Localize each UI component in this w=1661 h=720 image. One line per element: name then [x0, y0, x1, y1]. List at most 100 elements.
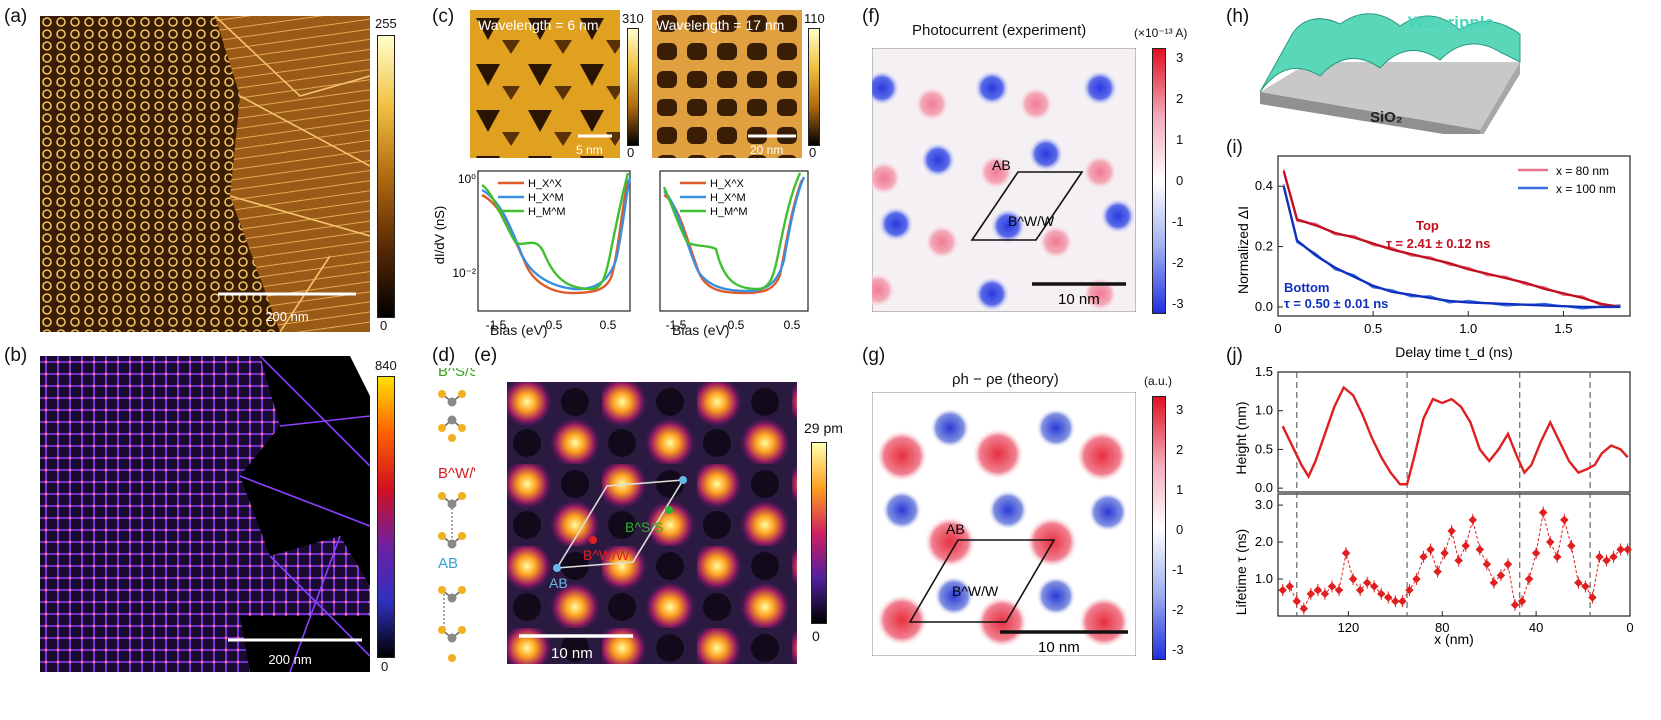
panel-label-i: (i) — [1226, 137, 1243, 158]
f-site-bww: B^W/W — [1008, 213, 1055, 229]
h-ripple-label: WS₂ ripple — [1408, 13, 1494, 32]
j-lifetime-point — [1588, 593, 1597, 602]
colorbar-c-right — [808, 28, 820, 146]
f-scale-label: 10 nm — [1058, 291, 1100, 308]
i-ytick: 0.0 — [1255, 299, 1273, 314]
g-tick: 2 — [1176, 442, 1184, 457]
j-xtick: 40 — [1529, 620, 1543, 635]
j-lifetime-point — [1602, 556, 1611, 565]
c-legend-r1: H_X^X — [710, 178, 745, 190]
j-lifetime-point — [1560, 515, 1569, 525]
i-ylabel: Normalized ΔI — [1235, 206, 1251, 294]
cbar-max-a: 255 — [375, 16, 397, 31]
j-ytick-lifetime: 3.0 — [1255, 497, 1273, 512]
i-xtick: 0.5 — [1364, 321, 1382, 336]
panel-label-e: (e) — [474, 345, 498, 366]
e-scale-label: 10 nm — [551, 645, 593, 662]
cbar-min-a: 0 — [380, 318, 388, 333]
c-xtick-2: -0.5 — [542, 318, 563, 332]
j-lifetime-point — [1461, 541, 1470, 551]
i-bottom-tau: τ = 0.50 ± 0.01 ns — [1284, 296, 1388, 311]
j-lifetime-point — [1524, 574, 1534, 584]
j-lifetime-point — [1419, 552, 1428, 562]
i-bottom-label: Bottom — [1284, 280, 1330, 295]
e-marker-bww: B^W/W — [583, 547, 630, 563]
j-lifetime-point — [1468, 515, 1478, 525]
j-lifetime-point — [1278, 585, 1287, 595]
j-lifetime-point — [1285, 582, 1294, 591]
colorbar-a — [377, 35, 395, 318]
j-xtick: 80 — [1435, 620, 1449, 635]
colorbar-g — [1152, 396, 1166, 660]
j-lifetime-point — [1405, 585, 1414, 595]
j-ytick-height: 1.5 — [1255, 364, 1273, 379]
panel-label-j: (j) — [1226, 345, 1243, 366]
c-right-title: Wavelength = 17 nm — [656, 17, 784, 33]
c-left-cmin: 0 — [627, 145, 635, 160]
g-tick: -2 — [1172, 602, 1184, 617]
f-unit: (×10⁻¹³ A) — [1134, 26, 1188, 40]
f-tick: -2 — [1172, 255, 1184, 270]
i-xtick: 0 — [1274, 321, 1281, 336]
d-label-bww: B^W/W — [438, 465, 475, 482]
colorbar-c-left — [627, 28, 639, 146]
ripple-schematic-h: WS₂ ripple SiO₂ — [1259, 13, 1521, 134]
network-image-b: 200 nm — [40, 356, 370, 672]
j-xtick: 120 — [1338, 620, 1360, 635]
photocurrent-map-f: AB B^W/W 10 nm — [872, 48, 1136, 312]
c-ytick-bottom: 10⁻² — [452, 266, 476, 280]
scale-label-b: 200 nm — [268, 652, 311, 667]
g-title: ρh − ρe (theory) — [952, 371, 1059, 388]
c-xlabel-left: Bias (eV) — [490, 322, 548, 338]
panel-label-b: (b) — [4, 345, 28, 366]
e-marker-ab: AB — [549, 575, 568, 591]
j-ylabel-bottom: Lifetime τ (ns) — [1233, 529, 1249, 615]
c-right-cmin: 0 — [809, 145, 817, 160]
j-lifetime-point — [1553, 552, 1562, 562]
c-left-scale: 5 nm — [576, 143, 603, 157]
g-site-bww: B^W/W — [952, 583, 999, 599]
cbar-min-b: 0 — [381, 659, 389, 674]
panel-label-h: (h) — [1226, 6, 1250, 27]
i-legend-2: x = 100 nm — [1556, 182, 1616, 196]
j-xlabel: x (nm) — [1434, 631, 1474, 647]
stm-image-a: 200 nm — [40, 16, 370, 332]
j-lifetime-point — [1362, 578, 1372, 587]
f-tick: 0 — [1176, 173, 1184, 188]
panel-label-c: (c) — [432, 6, 455, 27]
j-lifetime-point — [1412, 574, 1421, 584]
f-tick: 1 — [1176, 132, 1184, 147]
g-tick: -3 — [1172, 642, 1184, 657]
j-lifetime-point — [1567, 541, 1576, 551]
f-title: Photocurrent (experiment) — [912, 22, 1087, 39]
panel-label-f: (f) — [862, 6, 880, 27]
c-ylabel: dI/dV (nS) — [432, 206, 447, 265]
f-tick: 2 — [1176, 91, 1184, 106]
g-tick: 3 — [1176, 402, 1184, 417]
scale-label-a: 200 nm — [265, 309, 308, 324]
j-ytick-lifetime: 1.0 — [1255, 571, 1273, 586]
stm-image-c-right: Wavelength = 17 nm 20 nm — [652, 10, 802, 158]
j-lifetime-point — [1341, 548, 1351, 558]
g-tick: 1 — [1176, 482, 1184, 497]
j-lifetime-point — [1595, 552, 1604, 562]
strain-map-e: AB B^W/W B^S/S 10 nm — [507, 382, 797, 664]
g-tick: -1 — [1172, 562, 1184, 577]
j-lifetime-point — [1327, 582, 1337, 591]
f-tick: -3 — [1172, 296, 1184, 311]
c-ytick-top: 10⁰ — [458, 172, 476, 186]
j-ytick-height: 0.5 — [1255, 441, 1273, 456]
panel-label-d: (d) — [432, 345, 456, 366]
j-lifetime-point — [1545, 537, 1555, 547]
c-xtick-r2: -0.5 — [724, 318, 745, 332]
c-xtick-r1: -1.5 — [666, 318, 687, 332]
i-xtick: 1.0 — [1459, 321, 1477, 336]
j-ytick-height: 1.0 — [1255, 403, 1273, 418]
c-xtick-1: -1.5 — [486, 318, 507, 332]
colorbar-f — [1152, 48, 1166, 314]
j-lifetime-point — [1581, 582, 1590, 591]
j-lifetime-point — [1306, 589, 1316, 599]
g-site-ab: AB — [946, 521, 965, 537]
e-marker-bss: B^S/S — [625, 519, 663, 535]
j-ylabel-top: Height (nm) — [1233, 401, 1249, 474]
